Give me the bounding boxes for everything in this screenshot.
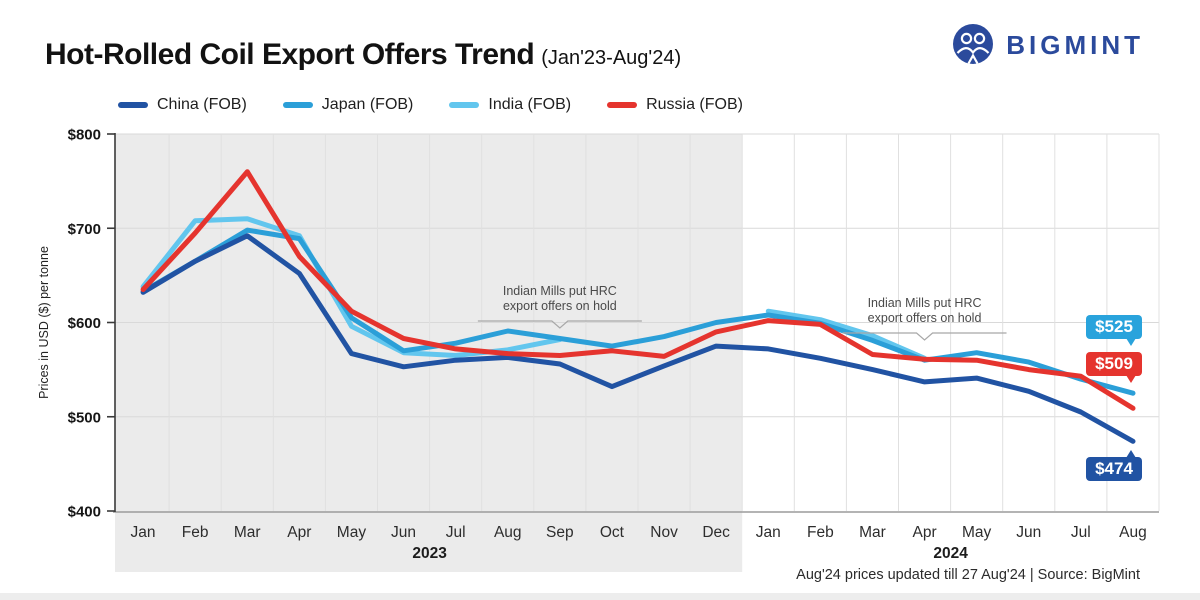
month-label: Sep xyxy=(546,524,574,541)
japan-line-swatch xyxy=(282,102,313,108)
legend-label: India (FOB) xyxy=(488,96,572,113)
annotation-pointer xyxy=(842,332,1007,341)
badge-value: $525 xyxy=(1095,317,1133,336)
month-label: Mar xyxy=(859,524,886,541)
legend-label: Japan (FOB) xyxy=(321,96,414,113)
legend-label: China (FOB) xyxy=(157,96,247,113)
month-label: Jun xyxy=(391,524,416,541)
china-line-swatch xyxy=(118,102,148,108)
series-line-russia-fob- xyxy=(140,169,1136,411)
legend-item-russia: Russia (FOB) xyxy=(607,96,743,114)
legend: China (FOB) Japan (FOB) India (FOB) Russ… xyxy=(118,96,743,114)
month-label: Jan xyxy=(756,524,781,541)
month-label: Apr xyxy=(912,524,936,541)
badge-tail xyxy=(1126,450,1136,458)
end-value-badge-china: $474 xyxy=(1086,450,1142,481)
month-label: Feb xyxy=(182,524,209,541)
brand-name: BIGMINT xyxy=(1006,29,1144,60)
page-title-row: Hot-Rolled Coil Export Offers Trend (Jan'… xyxy=(45,38,681,72)
annotation-text: Indian Mills put HRC xyxy=(868,296,982,310)
annotation-text: export offers on hold xyxy=(503,299,617,313)
russia-line-swatch xyxy=(607,102,638,108)
series-line-china-fob- xyxy=(140,233,1136,444)
end-value-badge-russia: $509 xyxy=(1086,352,1142,383)
annotation-text: Indian Mills put HRC xyxy=(503,284,617,298)
legend-label: Russia (FOB) xyxy=(646,96,743,113)
month-label: Oct xyxy=(600,524,625,541)
month-label: May xyxy=(337,524,367,541)
series-line-japan-fob- xyxy=(140,227,1136,396)
y-tick-label: $400 xyxy=(68,504,101,521)
year-label-2024: 2024 xyxy=(933,545,968,562)
month-label: Aug xyxy=(494,524,522,541)
legend-item-india: India (FOB) xyxy=(449,96,571,114)
month-label: Aug xyxy=(1119,524,1147,541)
month-label: Apr xyxy=(287,524,311,541)
badge-tail xyxy=(1126,338,1136,346)
page-subtitle: (Jan'23-Aug'24) xyxy=(541,47,682,69)
end-value-badge-japan: $525 xyxy=(1086,315,1142,346)
month-label: Jul xyxy=(1071,524,1091,541)
annotation-text: export offers on hold xyxy=(868,311,982,325)
month-label: Jun xyxy=(1016,524,1041,541)
month-label: Dec xyxy=(702,524,730,541)
y-tick-label: $800 xyxy=(68,127,101,144)
month-label: Nov xyxy=(650,524,678,541)
y-tick-label: $700 xyxy=(68,221,101,238)
bottom-strip xyxy=(0,593,1200,600)
bigmint-logo-icon xyxy=(953,24,994,65)
india-line-swatch xyxy=(449,102,480,108)
month-label: Mar xyxy=(234,524,261,541)
source-footnote: Aug'24 prices updated till 27 Aug'24 | S… xyxy=(796,567,1140,583)
month-label: Jul xyxy=(446,524,466,541)
legend-item-china: China (FOB) xyxy=(118,96,247,114)
month-label: Jan xyxy=(131,524,156,541)
series-line-india-fob- xyxy=(765,308,928,361)
y-axis-title: Prices in USD ($) per tonne xyxy=(37,246,51,399)
month-label: May xyxy=(962,524,992,541)
y-tick-label: $600 xyxy=(68,315,101,332)
legend-item-japan: Japan (FOB) xyxy=(282,96,414,114)
year-label-2023: 2023 xyxy=(412,545,447,562)
month-label: Feb xyxy=(807,524,834,541)
y-tick-label: $500 xyxy=(68,409,101,426)
annotation-pointer xyxy=(477,320,642,329)
page-title: Hot-Rolled Coil Export Offers Trend xyxy=(45,38,535,71)
badge-value: $509 xyxy=(1095,354,1133,373)
badge-tail xyxy=(1126,375,1136,383)
bigmint-logo: BIGMINT xyxy=(950,22,1144,68)
badge-value: $474 xyxy=(1095,459,1133,478)
